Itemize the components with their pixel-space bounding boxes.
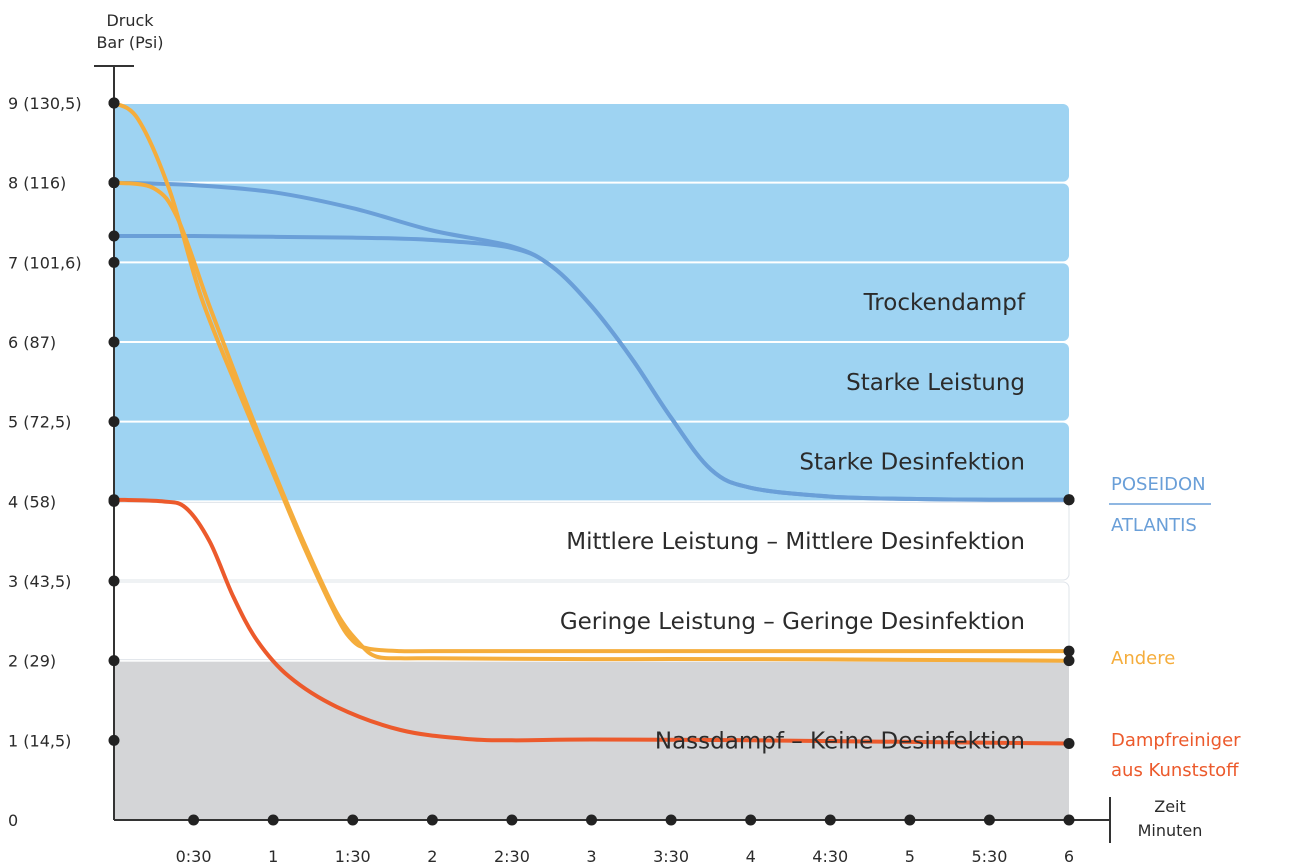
legend-label-1: ATLANTIS (1111, 515, 1197, 536)
series-end-dot-2 (1063, 645, 1075, 657)
series-line-1 (112, 233, 1071, 502)
y-axis-title-line-1: Bar (Psi) (96, 33, 163, 52)
zone-band-0 (114, 104, 1069, 182)
x-tick-label-8: 4:30 (812, 847, 848, 864)
series-line-3 (112, 180, 1071, 663)
series-end-dot-3 (1063, 655, 1075, 667)
zone-label-2: Trockendampf (863, 290, 1026, 316)
zone-label-6: Geringe Leistung – Geringe Desinfektion (560, 609, 1025, 635)
legend-label-4: aus Kunststoff (1111, 760, 1239, 781)
series-start-dot-2 (108, 97, 120, 109)
y-axis-title-line-0: Druck (106, 11, 154, 30)
x-tick-label-11: 6 (1064, 847, 1074, 864)
legend-label-0: POSEIDON (1111, 474, 1206, 495)
x-tick-label-1: 1 (268, 847, 278, 864)
zone-band-3 (114, 343, 1069, 421)
x-axis-title-line-0: Zeit (1154, 797, 1186, 816)
series-end-dot-1 (1063, 494, 1075, 506)
x-tick-label-2: 1:30 (335, 847, 371, 864)
x-tick-dot-0 (188, 814, 200, 826)
x-tick-dot-3 (426, 814, 438, 826)
x-tick-dot-2 (347, 814, 359, 826)
series-line-2 (112, 101, 1071, 654)
x-tick-label-10: 5:30 (971, 847, 1007, 864)
y-tick-label-7: 2 (29) (8, 652, 56, 671)
zone-band-1 (114, 183, 1069, 262)
x-tick-dot-10 (983, 814, 995, 826)
series-start-dot-3 (108, 177, 120, 189)
zone-label-5: Mittlere Leistung – Mittlere Desinfektio… (566, 529, 1025, 555)
x-tick-dot-9 (904, 814, 916, 826)
y-tick-label-3: 6 (87) (8, 333, 56, 352)
y-tick-label-1: 8 (116) (8, 174, 66, 193)
series-start-dot-4 (108, 494, 120, 506)
zone-label-3: Starke Leistung (846, 370, 1025, 396)
x-tick-dot-11 (1063, 814, 1075, 826)
x-tick-label-6: 3:30 (653, 847, 689, 864)
legend-label-3: Dampfreiniger (1111, 730, 1241, 751)
y-tick-label-4: 5 (72,5) (8, 413, 71, 432)
zone-band-2 (114, 263, 1069, 341)
x-axis-title-line-1: Minuten (1138, 821, 1203, 840)
series-start-dot-1 (108, 230, 120, 242)
y-tick-label-9: 0 (8, 811, 18, 830)
x-tick-dot-6 (665, 814, 677, 826)
y-tick-dot-4 (108, 416, 120, 428)
zone-label-7: Nassdampf – Keine Desinfektion (655, 728, 1025, 754)
y-tick-label-2: 7 (101,6) (8, 253, 82, 272)
x-tick-dot-8 (824, 814, 836, 826)
y-tick-label-8: 1 (14,5) (8, 731, 71, 750)
labels-layer: Trockendampf Starke Leistung Starke Desinf… (8, 11, 1241, 864)
zone-band-4 (114, 422, 1069, 501)
y-tick-label-6: 3 (43,5) (8, 572, 71, 591)
y-tick-dot-3 (108, 336, 120, 348)
x-tick-label-0: 0:30 (176, 847, 212, 864)
y-tick-label-0: 9 (130,5) (8, 94, 82, 113)
x-tick-label-3: 2 (427, 847, 437, 864)
series-line-4 (112, 497, 1071, 746)
series-end-dot-4 (1063, 738, 1075, 750)
x-tick-label-7: 4 (746, 847, 756, 864)
y-tick-dot-6 (108, 575, 120, 587)
y-tick-dot-8 (108, 734, 120, 746)
zone-label-4: Starke Desinfektion (799, 450, 1025, 476)
series-layer (112, 101, 1071, 746)
x-tick-label-9: 5 (905, 847, 915, 864)
x-tick-label-5: 3 (586, 847, 596, 864)
y-tick-label-5: 4 (58) (8, 492, 56, 511)
x-tick-label-4: 2:30 (494, 847, 530, 864)
x-tick-dot-1 (267, 814, 279, 826)
x-tick-dot-7 (745, 814, 757, 826)
legend-label-2: Andere (1111, 648, 1175, 669)
x-tick-dot-5 (586, 814, 597, 826)
y-tick-dot-7 (108, 655, 120, 667)
x-tick-dot-4 (506, 814, 518, 826)
markers-layer (108, 97, 1075, 826)
y-tick-dot-2 (108, 256, 120, 268)
axes-layer (94, 65, 1111, 843)
